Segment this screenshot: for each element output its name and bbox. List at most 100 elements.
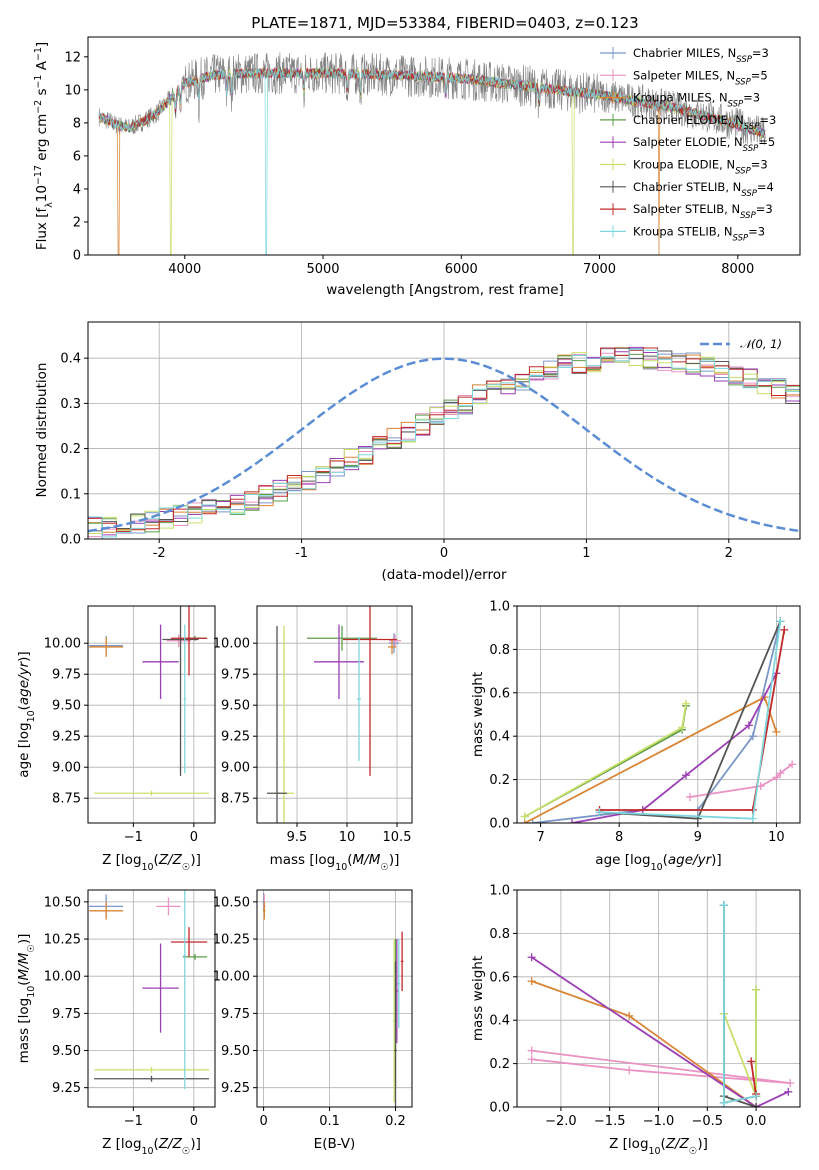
weight-series-0 [723,905,757,1104]
errorbar-point [162,606,199,776]
y-tick-label: 9.25 [52,1081,81,1096]
ticks: 0 0.1 0.2 9.25 9.50 9.75 10.00 10.25 10.50 [213,895,406,1129]
plot-area [262,892,404,1107]
errorbar-point [267,625,287,823]
plot-area [89,606,209,796]
weight-marker [527,953,536,962]
y-tick-label: 0.3 [60,397,81,412]
weight_vs_age-ylabel: mass weight [470,672,486,757]
mass_vs_Z-xlabel: Z [log10(Z/Z☉)] [102,1136,201,1157]
y-tick-label: 12 [64,50,81,65]
legend-entry: 𝒩(0, 1) [740,337,782,351]
y-tick-label: 10 [64,83,81,98]
errorbar-point [94,1075,209,1082]
weight_vs_age-xlabel: age [log10(age/yr)] [595,852,721,873]
errorbar-point [394,961,397,1107]
histogram-5 [88,352,800,539]
y-tick-label: 8.75 [221,792,250,807]
y-tick-label: 8 [73,116,81,131]
panel-mass_vs_Z: −1 0 9.25 9.50 9.75 10.00 10.25 10.50 Z [log10(Z… [16,889,216,1157]
errorbar-point [94,1066,209,1073]
x-tick-label: -1 [295,546,308,561]
weight-marker [625,1066,634,1075]
y-tick-label: 10.00 [44,637,81,652]
gridlines [257,890,412,1107]
x-tick-label: −1 [124,830,143,845]
weight-marker [748,814,757,823]
plot-area [89,890,209,1090]
weight-marker [747,1057,756,1066]
plot-area [527,901,795,1107]
y-tick-label: 0.4 [489,730,510,745]
y-tick-label: 0.0 [489,817,510,832]
x-tick-label: 0.1 [319,1114,340,1129]
weight-marker [784,1087,793,1096]
errorbar-point [170,927,208,957]
y-tick-label: 0.0 [489,1101,510,1116]
x-tick-label: 9 [694,830,702,845]
weight-marker [719,1098,728,1107]
histogram-0 [88,348,800,539]
errorbar-point [314,624,364,699]
x-tick-label: 10 [339,830,356,845]
weight_vs_Z-ylabel: mass weight [470,956,486,1041]
spectrum-xlabel: wavelength [Angstrom, rest frame] [326,282,564,298]
errorbar-point [343,606,397,776]
y-tick-label: 9.25 [221,730,250,745]
x-tick-label: 1 [582,546,590,561]
errorbar-point [357,637,361,761]
panel-weight_vs_age: 7 8 9 10 0.0 0.2 0.4 0.6 0.8 1.0 age [log10(age/yr… [470,600,801,873]
y-tick-label: 10.25 [213,933,250,948]
weight-marker [678,723,687,732]
weight-marker [520,812,529,821]
y-tick-label: 0 [73,249,81,264]
x-tick-label: 9.5 [287,830,308,845]
y-tick-label: 0.1 [60,487,81,502]
x-tick-label: 4000 [168,262,201,277]
gridlines [257,606,412,823]
y-tick-label: 0.4 [60,352,81,367]
residuals-legend: 𝒩(0, 1) [700,337,782,351]
histogram-1 [88,349,800,539]
x-tick-label: −0.5 [692,1114,724,1129]
errorbar-point [183,624,186,774]
x-tick-label: 0 [259,1114,267,1129]
y-tick-label: 10.50 [213,895,250,910]
age_vs_Z-xlabel: Z [log10(Z/Z☉)] [102,852,201,873]
age_vs_Z-ylabel: age [log10(age/yr)] [16,651,37,777]
weight-series-5 [524,703,687,818]
y-tick-label: 9.75 [221,1007,250,1022]
x-tick-label: 0 [190,830,198,845]
weight-marker [682,699,691,708]
y-tick-label: 10.00 [44,970,81,985]
y-tick-label: 10.00 [213,637,250,652]
weight-marker [595,808,604,817]
x-tick-label: 7000 [583,262,616,277]
spectrum-ylabel: Flux [fλ10−17 erg cm−2 s−1 A−1] [33,42,55,250]
y-tick-label: 0.2 [489,1057,510,1072]
weight-marker [568,819,577,823]
errorbar-point [89,637,124,657]
gaussian-curve [88,357,800,533]
weight-marker [772,773,781,782]
x-tick-label: 10.5 [383,830,412,845]
errorbar-point [94,790,209,796]
residuals-ylabel: Normed distribution [34,363,50,498]
weight-marker [527,1055,536,1064]
plot-area [520,617,797,823]
y-tick-label: 9.00 [52,761,81,776]
axes-frame [87,889,216,1108]
y-tick-label: 9.50 [221,1044,250,1059]
weight-marker [776,617,785,626]
weight-series-6 [599,620,782,820]
model-spectrum-line-7 [98,67,766,138]
legend-entry: Salpeter MILES, NSSP=5 [633,68,768,87]
x-tick-label: 10 [768,830,785,845]
x-tick-label: 6000 [445,262,478,277]
panel-spectrum: 4000 5000 6000 7000 8000 0 2 4 6 8 10 12 wavelength … [33,36,801,298]
weight-marker [776,769,785,778]
x-tick-label: 8 [615,830,623,845]
x-tick-label: −1.5 [594,1114,626,1129]
weight-marker [786,1079,795,1088]
errorbar-point [397,939,401,1029]
